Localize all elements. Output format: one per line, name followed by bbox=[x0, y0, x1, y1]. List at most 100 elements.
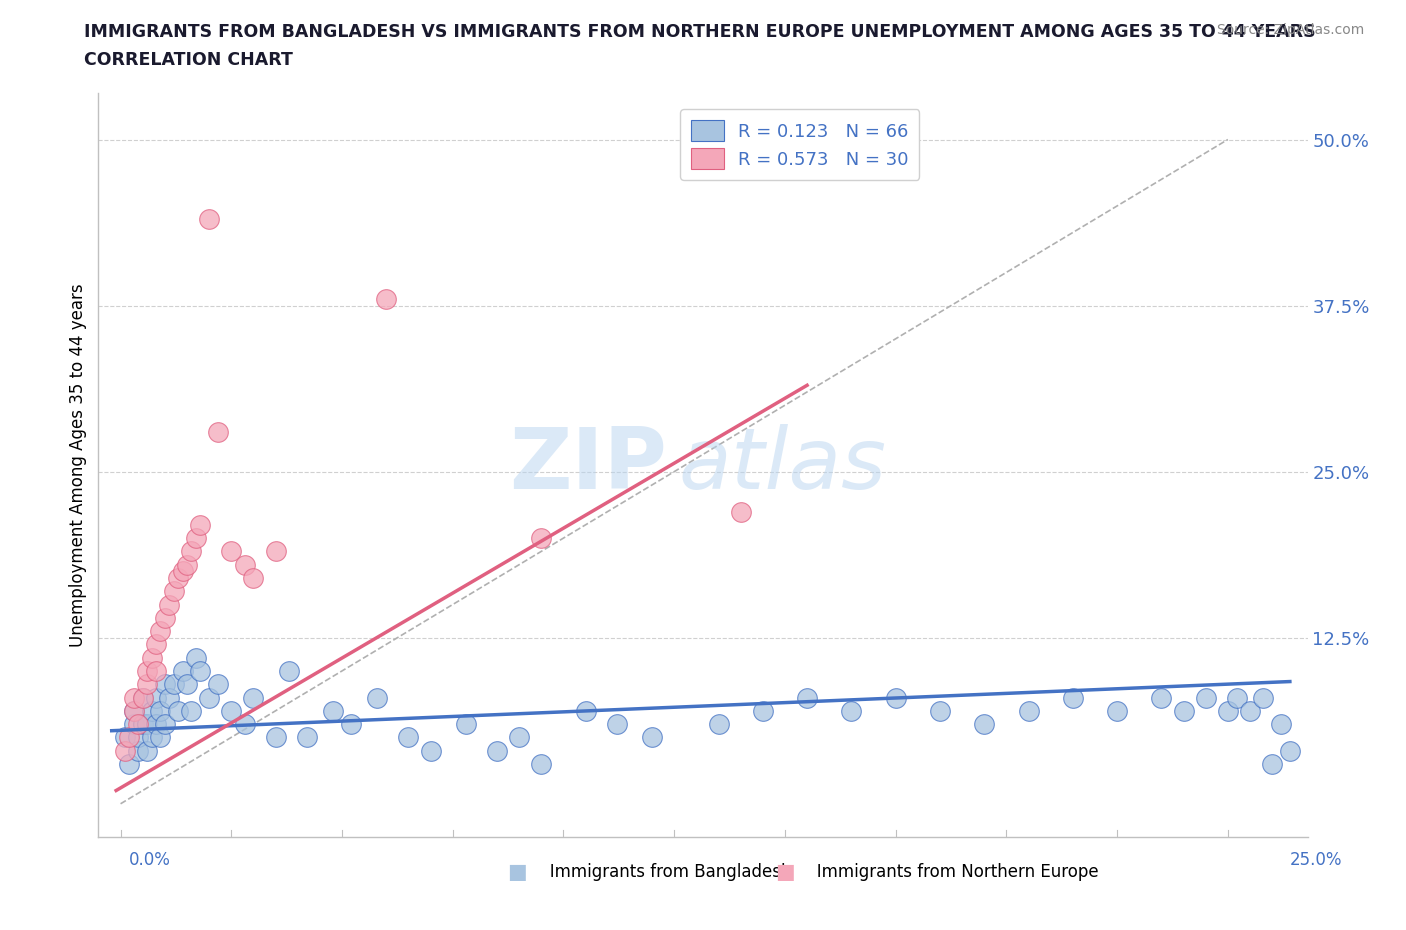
Point bbox=[508, 730, 530, 745]
Text: Immigrants from Northern Europe: Immigrants from Northern Europe bbox=[801, 863, 1099, 882]
Point bbox=[136, 663, 159, 678]
Point bbox=[1239, 703, 1261, 718]
Point bbox=[198, 690, 221, 705]
Point bbox=[1278, 743, 1301, 758]
Point bbox=[145, 637, 167, 652]
Point bbox=[157, 597, 180, 612]
Point bbox=[233, 557, 256, 572]
Point bbox=[132, 690, 155, 705]
Point bbox=[606, 717, 628, 732]
Point bbox=[295, 730, 318, 745]
Point bbox=[1261, 756, 1284, 771]
Point bbox=[172, 564, 194, 578]
Point bbox=[118, 730, 141, 745]
Point bbox=[1226, 690, 1249, 705]
Point bbox=[114, 730, 136, 745]
Point bbox=[141, 703, 163, 718]
Point bbox=[1150, 690, 1173, 705]
Point bbox=[207, 424, 229, 439]
Point bbox=[167, 703, 190, 718]
Point bbox=[114, 743, 136, 758]
Point bbox=[184, 531, 207, 546]
Point bbox=[264, 544, 287, 559]
Point bbox=[375, 291, 398, 306]
Point bbox=[145, 717, 167, 732]
Point bbox=[1270, 717, 1292, 732]
Point bbox=[122, 717, 145, 732]
Point bbox=[730, 504, 752, 519]
Point bbox=[141, 730, 163, 745]
Point bbox=[419, 743, 441, 758]
Point bbox=[242, 690, 264, 705]
Point bbox=[157, 690, 180, 705]
Point bbox=[145, 663, 167, 678]
Point bbox=[841, 703, 863, 718]
Point bbox=[707, 717, 730, 732]
Point bbox=[122, 703, 145, 718]
Point bbox=[167, 570, 190, 585]
Point bbox=[118, 756, 141, 771]
Y-axis label: Unemployment Among Ages 35 to 44 years: Unemployment Among Ages 35 to 44 years bbox=[69, 284, 87, 646]
Point bbox=[180, 703, 202, 718]
Point bbox=[973, 717, 995, 732]
Point bbox=[141, 650, 163, 665]
Point bbox=[929, 703, 952, 718]
Point bbox=[264, 730, 287, 745]
Point bbox=[153, 610, 176, 625]
Text: ZIP: ZIP bbox=[509, 423, 666, 507]
Point bbox=[136, 717, 159, 732]
Point bbox=[122, 690, 145, 705]
Point bbox=[530, 531, 553, 546]
Point bbox=[163, 677, 186, 692]
Point bbox=[1216, 703, 1239, 718]
Legend: R = 0.123   N = 66, R = 0.573   N = 30: R = 0.123 N = 66, R = 0.573 N = 30 bbox=[681, 110, 920, 180]
Point bbox=[454, 717, 477, 732]
Text: CORRELATION CHART: CORRELATION CHART bbox=[84, 51, 294, 69]
Point bbox=[153, 717, 176, 732]
Point bbox=[188, 517, 211, 532]
Point bbox=[340, 717, 363, 732]
Point bbox=[641, 730, 664, 745]
Text: Source: ZipAtlas.com: Source: ZipAtlas.com bbox=[1216, 23, 1364, 37]
Point bbox=[149, 624, 172, 639]
Point bbox=[752, 703, 775, 718]
Text: Immigrants from Bangladesh: Immigrants from Bangladesh bbox=[534, 863, 792, 882]
Point bbox=[366, 690, 388, 705]
Text: ■: ■ bbox=[508, 862, 527, 883]
Point bbox=[221, 544, 243, 559]
Point bbox=[207, 677, 229, 692]
Point bbox=[1251, 690, 1274, 705]
Point bbox=[176, 557, 198, 572]
Point bbox=[145, 690, 167, 705]
Text: atlas: atlas bbox=[679, 423, 887, 507]
Point bbox=[136, 743, 159, 758]
Point bbox=[242, 570, 264, 585]
Point bbox=[127, 743, 149, 758]
Point bbox=[1018, 703, 1040, 718]
Text: 25.0%: 25.0% bbox=[1291, 851, 1343, 870]
Point bbox=[153, 677, 176, 692]
Text: ■: ■ bbox=[775, 862, 794, 883]
Point bbox=[136, 677, 159, 692]
Point bbox=[233, 717, 256, 732]
Point bbox=[127, 717, 149, 732]
Point bbox=[221, 703, 243, 718]
Text: 0.0%: 0.0% bbox=[129, 851, 172, 870]
Point bbox=[188, 663, 211, 678]
Point bbox=[1107, 703, 1129, 718]
Point bbox=[180, 544, 202, 559]
Point bbox=[198, 212, 221, 227]
Point bbox=[132, 690, 155, 705]
Point bbox=[1195, 690, 1218, 705]
Point bbox=[122, 703, 145, 718]
Point bbox=[176, 677, 198, 692]
Point bbox=[796, 690, 818, 705]
Point bbox=[132, 717, 155, 732]
Point bbox=[486, 743, 509, 758]
Point bbox=[172, 663, 194, 678]
Point bbox=[575, 703, 598, 718]
Point bbox=[163, 584, 186, 599]
Point bbox=[149, 730, 172, 745]
Point bbox=[398, 730, 420, 745]
Point bbox=[149, 703, 172, 718]
